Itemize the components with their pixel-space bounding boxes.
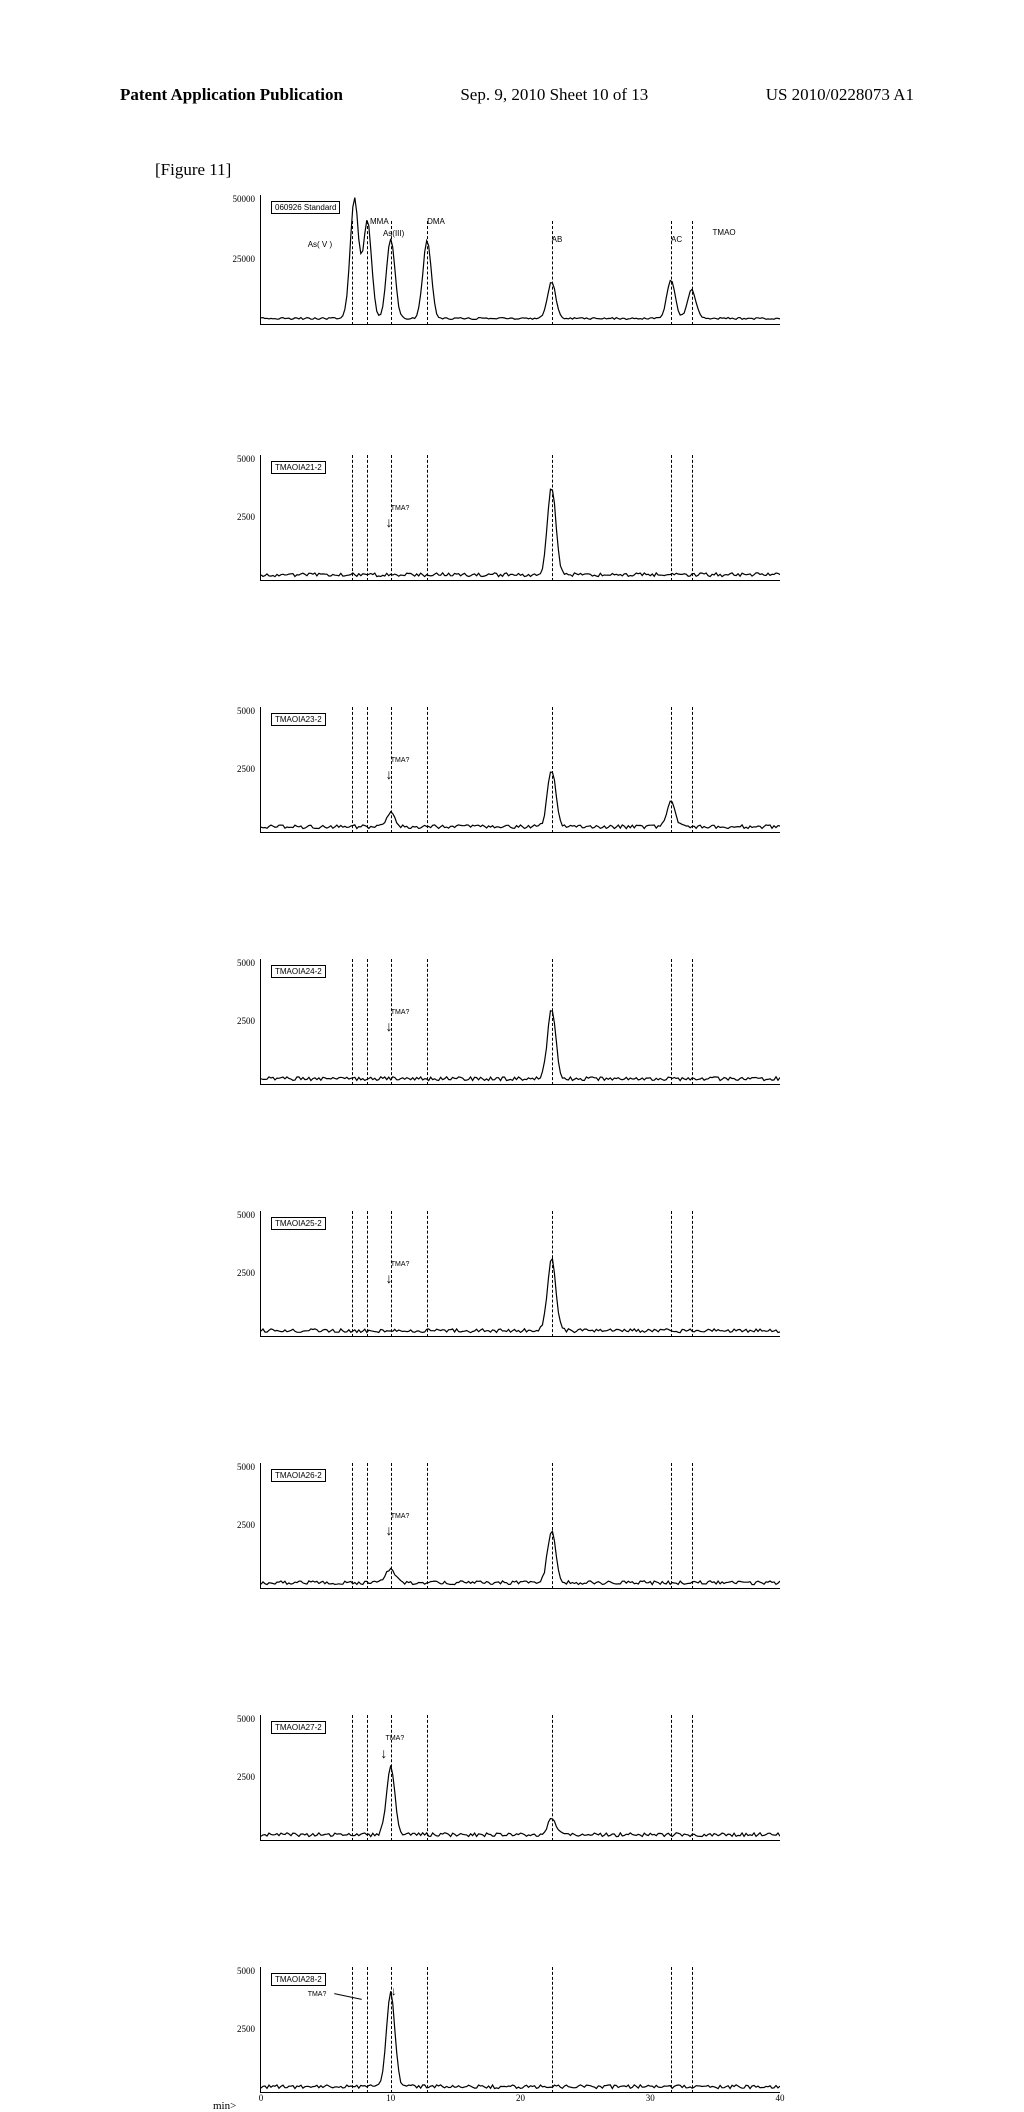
chromatogram-panel: 50002500TMAOIA27-2TMA?↓ [260,1715,780,1841]
chromatogram-panel: 50002500TMAOIA23-2TMA?↓ [260,707,780,833]
chromatogram-panel: 50002500TMAOIA21-2TMA?↓ [260,455,780,581]
chromatogram-trace [261,959,780,1085]
y-tick-label: 5000 [223,1211,255,1220]
y-tick-label: 2500 [223,513,255,522]
arrow-down-icon: ↓ [386,1021,393,1035]
chart-area: 5000025000060926 StandardAs( V )MMAAs(II… [260,195,780,1210]
header-right: US 2010/0228073 A1 [766,85,914,105]
figure-caption: [Figure 11] [155,160,231,180]
peak-label: As(III) [383,229,404,238]
y-tick-label: 2500 [223,1521,255,1530]
header-center: Sep. 9, 2010 Sheet 10 of 13 [460,85,648,105]
arrow-down-icon: ↓ [386,1273,393,1287]
y-tick-label: 2500 [223,1773,255,1782]
y-tick-label: 2500 [223,765,255,774]
arrow-down-icon: ↓ [380,1748,387,1762]
y-tick-label: 5000 [223,959,255,968]
chromatogram-panel: 50002500TMAOIA28-2TMA?↓010203040min> [260,1967,780,2093]
x-axis: 010203040 [261,2093,780,2111]
header-left: Patent Application Publication [120,85,343,105]
chromatogram-trace [261,1967,780,2093]
x-tick-label: 30 [646,2093,655,2103]
arrow-down-icon: ↓ [386,769,393,783]
x-tick-label: 20 [516,2093,525,2103]
tma-label: TMA? [391,1261,410,1268]
y-tick-label: 5000 [223,455,255,464]
chromatogram-panel: 50002500TMAOIA24-2TMA?↓ [260,959,780,1085]
chromatogram-trace [261,455,780,581]
peak-label: AC [671,235,682,244]
chromatogram-trace [261,1211,780,1337]
chromatogram-panel: 50002500TMAOIA26-2TMA?↓ [260,1463,780,1589]
page-header: Patent Application Publication Sep. 9, 2… [0,85,1024,105]
peak-label: DMA [427,217,445,226]
chromatogram-panel: 5000025000060926 StandardAs( V )MMAAs(II… [260,195,780,325]
y-tick-label: 5000 [223,1463,255,1472]
tma-label: TMA? [391,505,410,512]
tma-label: TMA? [391,757,410,764]
arrow-down-icon: ↓ [391,1985,397,1997]
panel-baseline [261,1084,780,1086]
y-tick-label: 5000 [223,1967,255,1976]
y-tick-label: 2500 [223,2025,255,2034]
peak-label: AB [552,235,563,244]
panel-baseline [261,1336,780,1338]
peak-label: As( V ) [308,240,332,249]
panel-baseline [261,1840,780,1842]
tma-label: TMA? [391,1513,410,1520]
y-tick-label: 5000 [223,707,255,716]
y-tick-label: 2500 [223,1017,255,1026]
panel-baseline [261,580,780,582]
chromatogram-trace [261,1715,780,1841]
x-tick-label: 0 [259,2093,264,2103]
tma-label: TMA? [391,1009,410,1016]
arrow-down-icon: ↓ [386,517,393,531]
chromatogram-trace [261,1463,780,1589]
panel-baseline [261,832,780,834]
peak-label: MMA [370,217,389,226]
peak-label: TMAO [713,228,736,237]
tma-label: TMA? [386,1735,405,1742]
tma-label: TMA? [308,1991,327,1998]
panel-baseline [261,324,780,326]
chromatogram-trace [261,707,780,833]
y-tick-label: 25000 [223,255,255,264]
chromatogram-trace [261,195,780,325]
y-tick-label: 2500 [223,1269,255,1278]
y-tick-label: 5000 [223,1715,255,1724]
arrow-down-icon: ↓ [386,1525,393,1539]
x-axis-label: min> [213,2100,236,2112]
panel-baseline [261,1588,780,1590]
chromatogram-panel: 50002500TMAOIA25-2TMA?↓ [260,1211,780,1337]
x-tick-label: 40 [776,2093,785,2103]
y-tick-label: 50000 [223,195,255,204]
x-tick-label: 10 [386,2093,395,2103]
